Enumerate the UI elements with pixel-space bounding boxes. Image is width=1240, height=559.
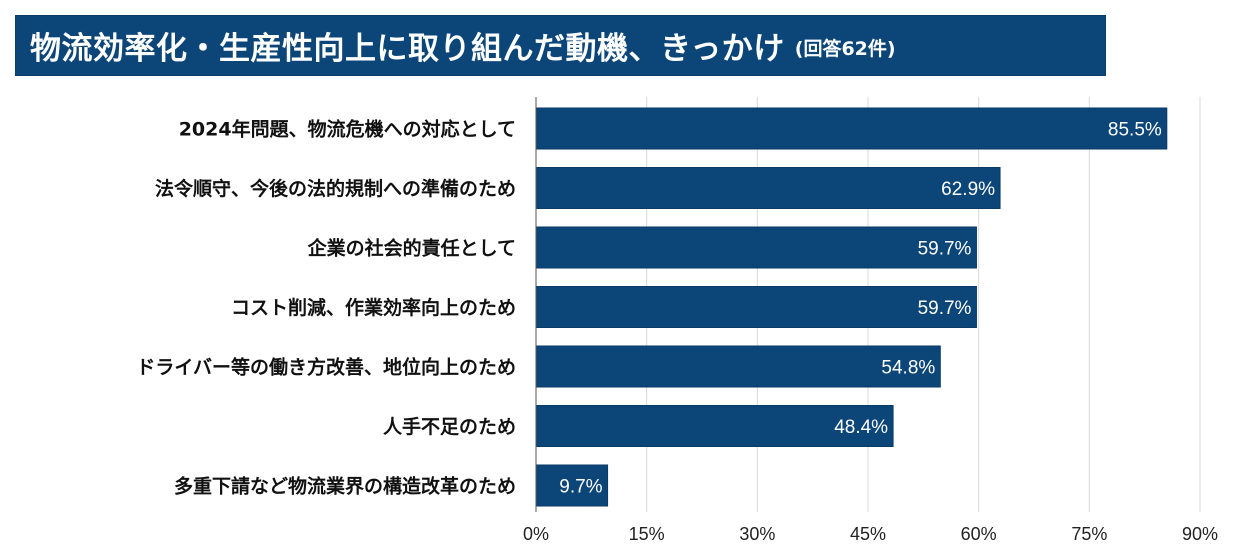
x-tick-label: 0%: [523, 524, 549, 544]
data-label: 48.4%: [834, 417, 888, 438]
title-banner: 物流効率化・生産性向上に取り組んだ動機、きっかけ (回答62件): [15, 15, 1106, 76]
x-tick-labels: 0% 15% 30% 45% 60% 75% 90%: [523, 524, 1218, 544]
category-label: コスト削減、作業効率向上のため: [231, 296, 516, 319]
category-label: 多重下請など物流業界の構造改革のため: [174, 475, 516, 498]
category-label: ドライバー等の働き方改善、地位向上のため: [136, 356, 516, 379]
category-label: 2024年問題、物流危機への対応として: [179, 118, 516, 141]
x-tick-label: 75%: [1071, 524, 1107, 544]
x-tick-label: 90%: [1182, 524, 1218, 544]
data-label: 59.7%: [918, 239, 972, 260]
data-label: 59.7%: [918, 298, 972, 319]
data-label: 85.5%: [1108, 120, 1162, 141]
bar: [535, 345, 941, 388]
x-tick-label: 15%: [629, 524, 665, 544]
x-tick-label: 30%: [739, 524, 775, 544]
bar: [535, 167, 1001, 209]
category-labels: 2024年問題、物流危機への対応として法令順守、今後の法的規制への準備のため企業…: [136, 118, 516, 498]
category-label: 企業の社会的責任として: [307, 237, 516, 260]
data-label: 9.7%: [559, 477, 602, 498]
bars: 85.5% 62.9% 59.7% 59.7% 54.8% 48.4% 9.7%: [535, 107, 1168, 507]
data-label: 62.9%: [941, 179, 995, 200]
bar: [535, 107, 1168, 150]
bar: [535, 286, 977, 328]
chart-title: 物流効率化・生産性向上に取り組んだ動機、きっかけ: [30, 31, 785, 67]
chart-subtitle: (回答62件): [794, 38, 896, 60]
bar: [535, 464, 609, 507]
x-tick-label: 60%: [961, 524, 997, 544]
x-tick-label: 45%: [850, 524, 886, 544]
data-label: 54.8%: [881, 358, 935, 379]
category-label: 人手不足のため: [383, 415, 516, 438]
category-label: 法令順守、今後の法的規制への準備のため: [155, 177, 516, 200]
bar: [535, 226, 977, 269]
